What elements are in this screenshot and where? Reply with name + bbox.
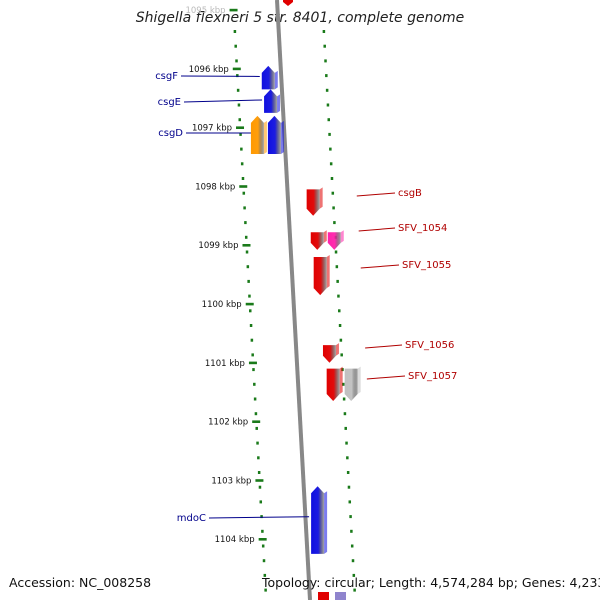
gene-mdoc[interactable] bbox=[311, 486, 325, 554]
inner-dotted-track bbox=[233, 30, 267, 592]
ruler-tick-label: 1103 kbp bbox=[211, 476, 251, 486]
gene-label-leader bbox=[360, 264, 400, 269]
genome-backbone bbox=[275, 0, 312, 600]
outer-dotted-track bbox=[322, 30, 356, 592]
ruler-tick bbox=[242, 244, 251, 247]
gene-shading bbox=[280, 120, 284, 155]
gene-sfv-1054[interactable] bbox=[310, 232, 324, 250]
gene-label-sfv-1057[interactable]: SFV_1057 bbox=[408, 371, 457, 382]
ruler-tick bbox=[248, 361, 257, 365]
accession-text: Accession: NC_008258 bbox=[9, 575, 152, 590]
ruler-tick-label: 1099 kbp bbox=[198, 241, 238, 251]
gene-csge[interactable] bbox=[264, 89, 278, 113]
gene-label-sfv-1056[interactable]: SFV_1056 bbox=[405, 340, 454, 351]
gene-csgf[interactable] bbox=[261, 65, 275, 90]
gene-label-csgf[interactable]: csgF bbox=[155, 71, 178, 82]
ruler-tick-label: 1100 kbp bbox=[202, 300, 242, 310]
gene-partial-bottom bbox=[318, 592, 329, 600]
gene-grey[interactable] bbox=[344, 368, 358, 402]
ruler-tick-label: 1098 kbp bbox=[195, 182, 235, 192]
gene-partial-bottom bbox=[335, 592, 346, 600]
ruler-tick-label: 1096 kbp bbox=[189, 65, 229, 75]
ruler-tick-label: 1104 kbp bbox=[215, 535, 255, 545]
gene-label-leader bbox=[358, 227, 396, 232]
gene-sfv-1056[interactable] bbox=[322, 345, 336, 363]
gene-label-csgd[interactable]: csgD bbox=[158, 128, 183, 139]
ruler-tick bbox=[236, 126, 245, 129]
gene-shading bbox=[319, 187, 323, 209]
gene-label-csgb[interactable]: csgB bbox=[398, 188, 422, 199]
gene-sfv-1055[interactable] bbox=[313, 256, 327, 296]
ruler-tick bbox=[252, 420, 261, 423]
gene-shading bbox=[357, 366, 361, 395]
gene-shading bbox=[324, 491, 328, 554]
ruler-tick-label: 1097 kbp bbox=[192, 124, 232, 134]
gene-label-csge[interactable]: csgE bbox=[158, 97, 181, 108]
gene-shading bbox=[326, 254, 330, 289]
gene-shading bbox=[277, 94, 281, 113]
gene-orange[interactable] bbox=[250, 115, 264, 155]
ruler-tick bbox=[229, 8, 238, 12]
gene-csgd[interactable] bbox=[267, 115, 281, 155]
ruler-tick-label: 1095 kbp bbox=[185, 6, 225, 16]
gene-sfv-1057[interactable] bbox=[326, 368, 340, 402]
gene-label-sfv-1055[interactable]: SFV_1055 bbox=[402, 260, 451, 271]
gene-shading bbox=[340, 230, 344, 243]
gene-label-leader bbox=[183, 99, 263, 103]
ruler-tick-label: 1101 kbp bbox=[205, 359, 245, 369]
ruler-tick-label: 1102 kbp bbox=[208, 418, 248, 428]
gene-label-sfv-1054[interactable]: SFV_1054 bbox=[398, 223, 447, 234]
ruler-tick bbox=[232, 67, 241, 71]
gene-label-leader bbox=[365, 344, 403, 349]
genome-title: Shigella flexneri 5 str. 8401, complete … bbox=[135, 10, 465, 26]
ruler-tick bbox=[258, 538, 267, 541]
gene-shading bbox=[335, 343, 339, 356]
topology-text: Topology: circular; Length: 4,574,284 bp… bbox=[262, 575, 600, 590]
gene-partial-top bbox=[283, 0, 293, 6]
gene-label-leader bbox=[356, 192, 396, 197]
gene-shading bbox=[339, 366, 343, 395]
ruler-tick bbox=[239, 185, 248, 188]
gene-shading bbox=[323, 230, 327, 243]
ruler-tick bbox=[255, 479, 264, 482]
gene-csgb[interactable] bbox=[306, 189, 320, 216]
gene-label-leader bbox=[366, 375, 406, 380]
gene-label-mdoc[interactable]: mdoC bbox=[177, 513, 206, 524]
gene-label-leader bbox=[208, 516, 310, 519]
ruler-tick bbox=[245, 302, 254, 306]
gene-shading bbox=[263, 120, 267, 155]
gene-shading bbox=[274, 70, 278, 90]
gene-pink[interactable] bbox=[327, 232, 341, 250]
